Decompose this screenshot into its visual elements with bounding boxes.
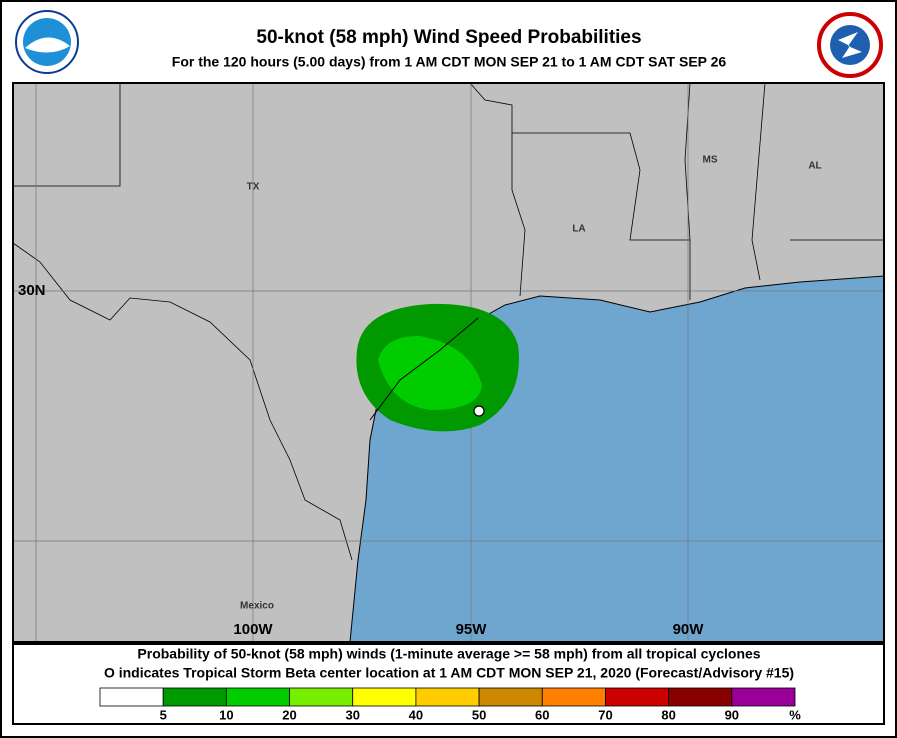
legend-tick-label: 50 (472, 707, 486, 722)
country-label: Mexico (240, 601, 274, 612)
legend-tick-label: 40 (409, 707, 423, 722)
legend-swatch (415, 687, 480, 707)
lat-label: 30N (18, 282, 46, 299)
subtitle: For the 120 hours (5.00 days) from 1 AM … (172, 54, 727, 70)
legend-swatch (99, 687, 164, 707)
legend-swatch (352, 687, 417, 707)
legend-swatch (289, 687, 354, 707)
legend-unit: % (789, 707, 801, 722)
state-label: TX (247, 182, 260, 193)
legend-swatch (605, 687, 670, 707)
title: 50-knot (58 mph) Wind Speed Probabilitie… (256, 27, 641, 48)
legend-swatch (731, 687, 796, 707)
storm-center (473, 405, 485, 417)
lon-label: 95W (456, 621, 488, 638)
map-frame (12, 82, 885, 643)
map: TX LA MS AL Mexico 30N 100W 95W 90W (12, 82, 885, 643)
legend-tick-label: 10 (219, 707, 233, 722)
legend-swatch (478, 687, 543, 707)
legend-swatch (162, 687, 227, 707)
coastline (369, 317, 479, 421)
legend-swatch (541, 687, 606, 707)
legend-tick-label: 90 (725, 707, 739, 722)
noaa-logo (15, 10, 79, 74)
legend-swatch (225, 687, 290, 707)
footer-box (12, 643, 885, 725)
legend: 5 10 20 30 40 50 60 70 80 90% (99, 687, 801, 722)
lon-label: 100W (233, 621, 273, 638)
nws-logo (817, 12, 883, 78)
legend-tick-label: 60 (535, 707, 549, 722)
legend-tick-label: 20 (282, 707, 296, 722)
footer-line: Probability of 50-knot (58 mph) winds (1… (137, 646, 760, 662)
legend-tick-label: 30 (345, 707, 359, 722)
state-label: MS (703, 155, 718, 166)
state-label: AL (808, 161, 821, 172)
state-label: LA (572, 224, 585, 235)
legend-tick-label: 80 (661, 707, 675, 722)
lon-label: 90W (673, 621, 705, 638)
footer-line: O indicates Tropical Storm Beta center l… (104, 665, 794, 681)
legend-swatch (668, 687, 733, 707)
legend-tick-label: 5 (160, 707, 167, 722)
legend-tick-label: 70 (598, 707, 612, 722)
prob-contour-10 (378, 335, 482, 410)
